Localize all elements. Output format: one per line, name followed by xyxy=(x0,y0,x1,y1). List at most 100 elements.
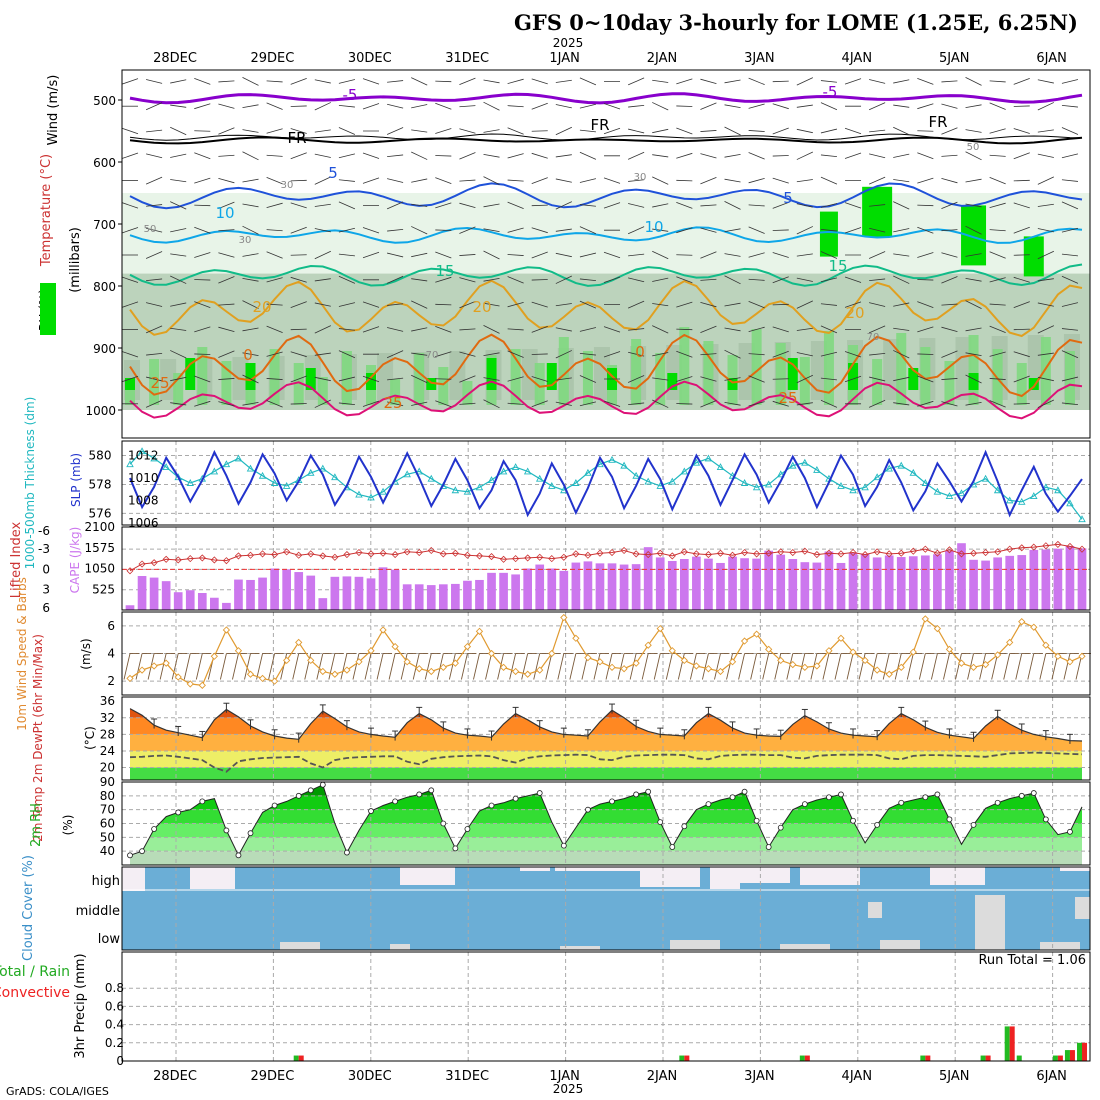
rh-tick-label: 60 xyxy=(100,817,115,831)
wind-speed-point xyxy=(295,638,303,647)
wind-barb xyxy=(724,402,741,406)
rh-green-patch xyxy=(920,347,931,405)
wind-barb xyxy=(340,653,348,680)
panel-frame xyxy=(121,696,1091,781)
wind-barb xyxy=(170,402,187,406)
wind-barb xyxy=(290,403,307,405)
rh-bright-patch xyxy=(787,358,798,390)
thickness-point xyxy=(511,463,520,471)
wind-barb xyxy=(700,176,717,185)
contour-label: 5 xyxy=(783,189,793,207)
rh-green-patch xyxy=(462,381,473,405)
wind-barb xyxy=(387,154,404,158)
wind-barb xyxy=(1037,352,1054,356)
wind-barb xyxy=(844,202,862,209)
wind-barb xyxy=(989,351,1006,357)
day-label-bottom: 4JAN xyxy=(842,1069,873,1084)
li-point xyxy=(801,547,809,555)
panel-frame xyxy=(121,951,1091,1062)
wind-barb xyxy=(218,154,235,157)
wind-barb xyxy=(146,204,163,207)
cape-bar xyxy=(535,564,545,610)
rh-green-patch xyxy=(992,349,1003,405)
thickness-point xyxy=(1030,492,1038,499)
wind-speed-point xyxy=(752,630,761,638)
wind-barb xyxy=(965,278,982,282)
wind-barb xyxy=(314,79,331,84)
wind-speed-point xyxy=(933,624,942,633)
wind-barb xyxy=(314,325,331,334)
wind-barb xyxy=(579,401,597,407)
thickness-tick-label: 578 xyxy=(89,477,112,491)
rh-point xyxy=(295,792,302,799)
wind-barb xyxy=(700,153,717,159)
cape-bar xyxy=(1017,555,1027,610)
wind-barb xyxy=(700,278,717,281)
cloud-high-patch xyxy=(1060,867,1090,871)
day-label-bottom: 28DEC xyxy=(153,1069,197,1084)
wind-barb xyxy=(218,252,235,258)
wind-barb xyxy=(796,300,814,309)
wind-speed-point xyxy=(307,656,315,665)
rh-green-patch xyxy=(631,339,642,405)
wind-barb xyxy=(266,325,283,334)
temperature-contour xyxy=(129,333,1083,398)
cape-bar xyxy=(884,555,894,610)
wind-barb xyxy=(242,278,259,282)
wind-barb xyxy=(989,176,1006,185)
rh-fill-band xyxy=(130,837,1082,852)
cloud-middle-patch xyxy=(868,902,882,918)
thickness-point xyxy=(270,479,279,486)
wind-barb xyxy=(869,302,886,307)
li-point xyxy=(560,553,568,561)
rh-green-patch xyxy=(1064,351,1075,405)
wind-barb xyxy=(869,129,886,133)
cape-bar xyxy=(655,557,665,610)
wind-barb xyxy=(362,78,380,85)
wind-barb xyxy=(917,326,934,333)
wind-barb xyxy=(700,353,717,356)
wind-barb xyxy=(579,77,597,86)
wind-speed-point xyxy=(801,663,809,671)
rh-point xyxy=(850,817,856,824)
wind-barb xyxy=(917,400,934,407)
wind-barb xyxy=(772,400,789,407)
cape-bar xyxy=(1041,549,1051,610)
wind-barb xyxy=(435,80,452,83)
rh-green-patch xyxy=(968,335,979,405)
panel-frame xyxy=(121,69,1091,439)
wind-barb xyxy=(135,653,143,680)
contour-label: -5 xyxy=(343,86,358,104)
wind-barb xyxy=(290,375,307,383)
wind-barb xyxy=(435,276,452,283)
li-point xyxy=(210,556,218,564)
cape-bar xyxy=(812,562,822,610)
cape-bar xyxy=(161,581,171,610)
li-point xyxy=(897,549,905,557)
wind-barb xyxy=(242,300,259,309)
wind-barb xyxy=(545,653,553,680)
precip-total-bar xyxy=(920,1055,926,1061)
wind-barb xyxy=(603,276,621,283)
li-point xyxy=(258,550,267,558)
cape-bar xyxy=(800,562,810,610)
wind-barb xyxy=(1013,403,1030,405)
wind-barb xyxy=(1013,152,1030,160)
cape-bar xyxy=(848,552,858,610)
wind-barb xyxy=(483,176,500,185)
wind-barb xyxy=(652,303,669,307)
wind-barb xyxy=(266,80,283,83)
cape-bar xyxy=(378,567,388,610)
wind-barb xyxy=(316,653,324,680)
wind-barb xyxy=(955,653,962,680)
axis-label-rh2m-unit: (%) xyxy=(61,815,75,836)
thickness-point xyxy=(475,483,484,491)
wind-barb xyxy=(314,302,331,307)
thickness-point xyxy=(933,487,942,495)
cape-bar xyxy=(667,560,677,610)
wind-barb xyxy=(700,400,717,408)
thickness-point xyxy=(644,477,652,485)
wind-speed-point xyxy=(283,656,291,665)
thickness-point xyxy=(403,470,411,478)
rh-green-patch xyxy=(944,361,955,405)
